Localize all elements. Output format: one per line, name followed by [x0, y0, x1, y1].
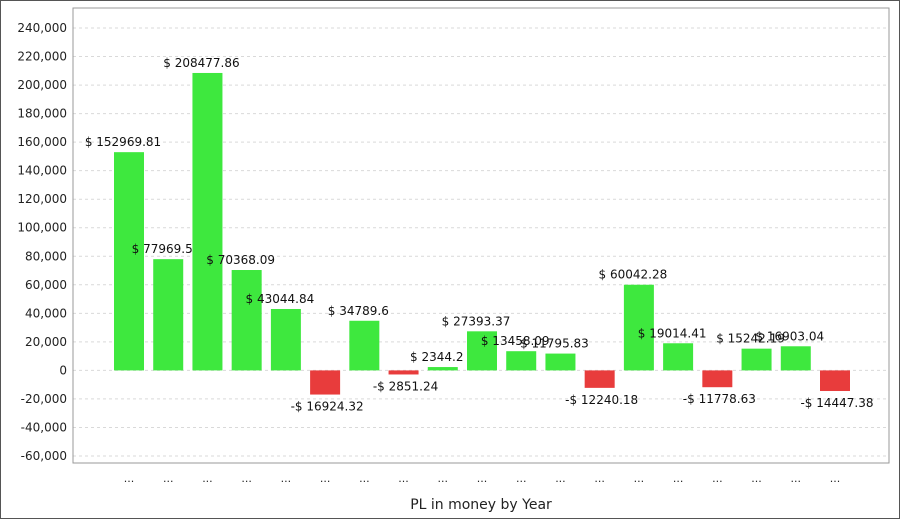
plot-area-border [72, 7, 890, 464]
x-tick-label: ... [634, 472, 645, 485]
data-label: $ 60042.28 [599, 268, 668, 282]
x-tick-label: ... [124, 472, 135, 485]
bar[interactable] [192, 72, 223, 371]
data-label: $ 43044.84 [246, 292, 315, 306]
y-tick-label: 200,000 [17, 78, 67, 92]
y-tick-label: 100,000 [17, 221, 67, 235]
data-label: $ 2344.2 [410, 350, 463, 364]
y-tick-label: 80,000 [25, 249, 67, 263]
data-label: $ 15242.19 [716, 332, 785, 346]
data-label: $ 13458.09 [481, 334, 550, 348]
bar[interactable] [702, 370, 733, 388]
data-label: -$ 11778.63 [683, 392, 756, 406]
x-tick-label: ... [830, 472, 841, 485]
y-tick-label: -20,000 [21, 392, 67, 406]
data-label: $ 34789.6 [328, 304, 389, 318]
x-tick-label: ... [281, 472, 292, 485]
bar[interactable] [506, 351, 537, 371]
data-label: $ 19014.41 [638, 326, 707, 340]
data-label: $ 152969.81 [85, 135, 161, 149]
x-tick-label: ... [398, 472, 409, 485]
x-tick-label: ... [438, 472, 449, 485]
y-tick-label: -40,000 [21, 420, 67, 434]
bars [114, 72, 850, 395]
bar[interactable] [545, 353, 576, 371]
bar[interactable] [114, 152, 144, 371]
data-label: $ 11795.83 [520, 337, 589, 351]
bar[interactable] [780, 346, 811, 371]
y-tick-label: 0 [59, 363, 67, 377]
y-tick-label: 160,000 [17, 135, 67, 149]
bar[interactable] [310, 370, 341, 395]
y-tick-label: 180,000 [17, 107, 67, 121]
y-tick-label: -60,000 [21, 449, 67, 463]
x-tick-label: ... [359, 472, 370, 485]
y-tick-label: 40,000 [25, 306, 67, 320]
bar[interactable] [270, 308, 301, 371]
x-tick-label: ... [202, 472, 213, 485]
x-tick-label: ... [594, 472, 605, 485]
y-tick-label: 140,000 [17, 164, 67, 178]
x-axis-ticks: ........................................… [124, 472, 841, 485]
x-tick-label: ... [477, 472, 488, 485]
data-label: -$ 2851.24 [373, 379, 438, 393]
bar[interactable] [584, 370, 615, 388]
data-label: $ 27393.37 [442, 314, 511, 328]
x-tick-label: ... [555, 472, 566, 485]
bar[interactable] [467, 331, 497, 371]
bar[interactable] [153, 259, 184, 371]
bar[interactable] [663, 343, 694, 371]
x-tick-label: ... [320, 472, 331, 485]
bar[interactable] [349, 320, 380, 371]
data-label: -$ 16924.32 [291, 400, 364, 414]
data-labels: $ 152969.81 $ 77969.5 $ 208477.86 $ 70368.0… [85, 56, 874, 414]
y-tick-label: 20,000 [25, 335, 67, 349]
y-axis-ticks: 240,000 220,000 200,000 180,000 160,000 140,0… [17, 21, 67, 463]
bar[interactable] [231, 270, 262, 371]
y-tick-label: 220,000 [17, 50, 67, 64]
bar[interactable] [427, 367, 458, 371]
bar[interactable] [388, 370, 419, 375]
bar[interactable] [623, 284, 654, 371]
data-label: $ 70368.09 [206, 253, 275, 267]
data-label: -$ 12240.18 [565, 393, 638, 407]
data-label: $ 16903.04 [755, 329, 824, 343]
bar[interactable] [741, 348, 772, 371]
y-tick-label: 240,000 [17, 21, 67, 35]
x-tick-label: ... [712, 472, 723, 485]
data-label: $ 208477.86 [163, 56, 239, 70]
data-label: -$ 14447.38 [800, 396, 873, 410]
bar[interactable] [820, 370, 850, 392]
x-tick-label: ... [516, 472, 527, 485]
y-tick-label: 120,000 [17, 192, 67, 206]
data-label: $ 77969.5 [132, 242, 193, 256]
x-tick-label: ... [791, 472, 802, 485]
x-tick-label: ... [163, 472, 174, 485]
x-tick-label: ... [673, 472, 684, 485]
x-axis-title: PL in money by Year [410, 497, 552, 513]
x-tick-label: ... [241, 472, 252, 485]
x-tick-label: ... [751, 472, 762, 485]
y-tick-label: 60,000 [25, 278, 67, 292]
